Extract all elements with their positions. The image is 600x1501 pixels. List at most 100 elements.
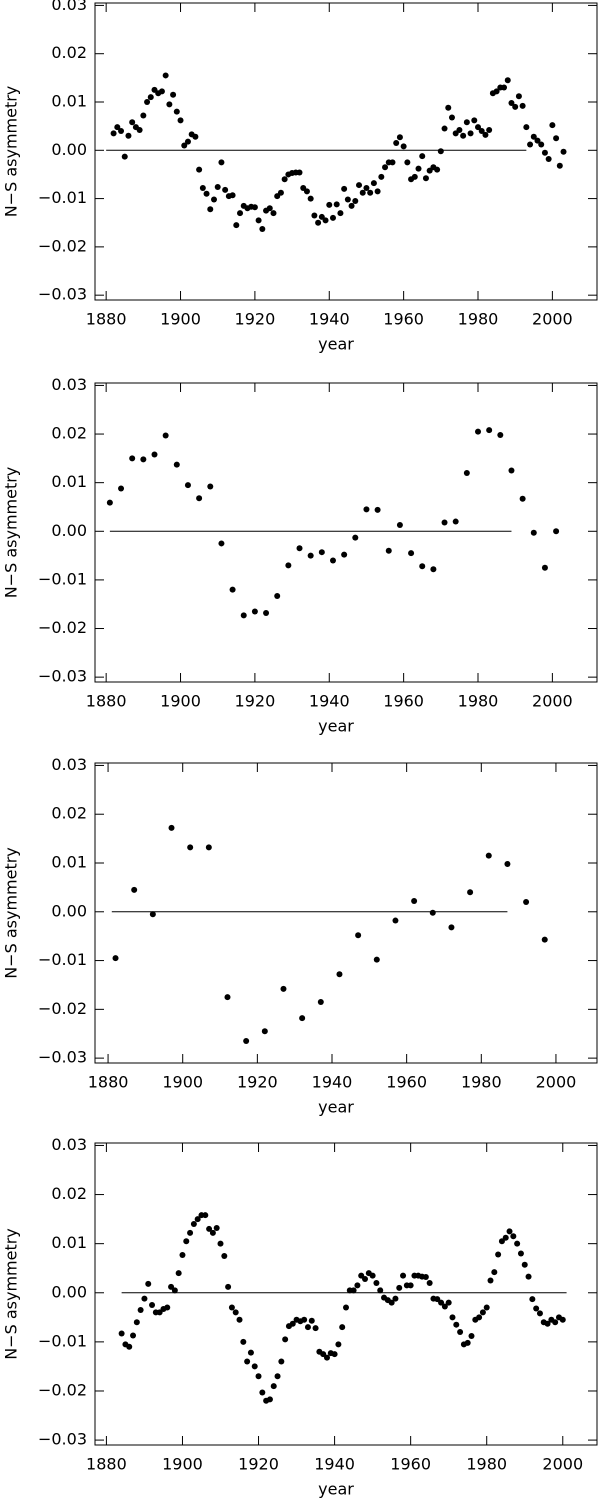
point xyxy=(541,564,548,571)
point xyxy=(173,108,180,115)
point xyxy=(343,1304,349,1311)
point xyxy=(296,545,303,552)
point xyxy=(419,153,426,160)
point xyxy=(479,1309,486,1316)
y-tick-label: 0.01 xyxy=(51,92,87,111)
point xyxy=(400,1272,407,1279)
point xyxy=(333,201,340,208)
point xyxy=(388,1299,395,1306)
point xyxy=(396,134,403,141)
point xyxy=(263,609,270,616)
point xyxy=(441,519,448,526)
point xyxy=(233,222,240,229)
x-tick-label: 1960 xyxy=(386,1073,427,1092)
y-tick-label: 0.02 xyxy=(51,1184,87,1203)
y-tick-label: −0.03 xyxy=(38,667,87,686)
point xyxy=(411,898,418,905)
x-tick-label: 1920 xyxy=(235,692,276,711)
y-tick-label: −0.02 xyxy=(38,1380,87,1399)
point xyxy=(471,117,478,124)
y-tick-label: −0.03 xyxy=(38,1430,87,1449)
point xyxy=(350,1287,357,1294)
point xyxy=(171,1287,178,1294)
point xyxy=(448,924,455,931)
point xyxy=(344,196,351,203)
point xyxy=(514,1240,521,1247)
point xyxy=(504,860,511,867)
point xyxy=(280,985,287,992)
point xyxy=(553,528,560,535)
point xyxy=(502,1234,509,1241)
point xyxy=(207,483,214,490)
x-tick-label: 1920 xyxy=(238,1455,279,1474)
x-tick-label: 1880 xyxy=(86,692,127,711)
y-tick-label: 0.03 xyxy=(51,1135,87,1154)
point xyxy=(559,1316,566,1323)
point xyxy=(217,1240,224,1247)
point xyxy=(478,127,485,134)
point xyxy=(517,1250,524,1257)
point xyxy=(453,1321,460,1328)
point xyxy=(151,451,158,458)
point xyxy=(140,456,147,463)
point xyxy=(190,1221,197,1228)
point xyxy=(429,909,436,916)
point xyxy=(106,499,113,506)
point xyxy=(222,186,229,193)
point xyxy=(202,1212,209,1219)
point xyxy=(519,495,526,502)
point xyxy=(179,1251,186,1258)
x-tick-label: 1980 xyxy=(461,1073,502,1092)
point xyxy=(339,1324,346,1331)
y-axis-label: N−S asymmetry xyxy=(2,847,21,979)
point xyxy=(556,162,563,169)
point xyxy=(261,1028,268,1035)
point xyxy=(307,195,314,202)
point xyxy=(373,1279,380,1286)
point xyxy=(209,1229,216,1236)
point xyxy=(487,1277,494,1284)
point xyxy=(445,104,452,111)
point xyxy=(141,1295,148,1302)
point xyxy=(363,184,370,191)
point xyxy=(289,1320,296,1327)
y-tick-label: 0.00 xyxy=(51,521,87,540)
point xyxy=(329,214,336,221)
point xyxy=(166,101,173,108)
point xyxy=(464,1339,471,1346)
point xyxy=(149,911,156,918)
x-tick-label: 1940 xyxy=(309,310,350,329)
point xyxy=(240,1338,247,1345)
point xyxy=(322,217,329,224)
point xyxy=(475,124,482,131)
point xyxy=(536,1310,543,1317)
point xyxy=(355,932,362,939)
point xyxy=(266,1396,273,1403)
point xyxy=(196,166,203,173)
point xyxy=(114,124,121,131)
point xyxy=(508,99,515,106)
point xyxy=(336,971,343,978)
point xyxy=(348,202,355,209)
point xyxy=(126,1343,133,1350)
point xyxy=(326,201,333,208)
point xyxy=(467,130,474,137)
point xyxy=(377,1287,384,1294)
y-axis-label: N−S asymmetry xyxy=(2,1228,21,1360)
y-tick-label: 0.03 xyxy=(51,755,87,774)
x-tick-label: 1940 xyxy=(314,1455,355,1474)
point xyxy=(448,114,455,121)
point xyxy=(259,226,266,233)
point xyxy=(374,188,381,195)
point xyxy=(552,1319,559,1326)
point xyxy=(320,1351,327,1358)
point xyxy=(266,205,273,212)
y-tick-label: 0.01 xyxy=(51,853,87,872)
point xyxy=(352,198,359,204)
point xyxy=(525,1273,532,1280)
point xyxy=(270,210,277,217)
point xyxy=(419,563,426,570)
y-tick-label: −0.02 xyxy=(38,618,87,637)
x-tick-label: 1960 xyxy=(390,1455,431,1474)
point xyxy=(407,1282,414,1289)
